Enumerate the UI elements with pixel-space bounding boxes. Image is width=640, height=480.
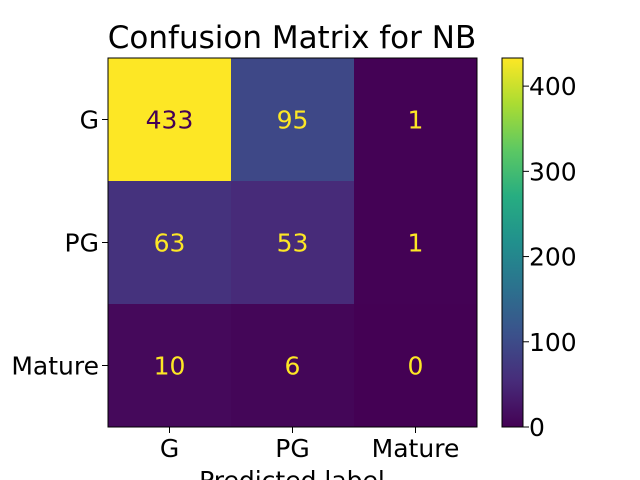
y-tick-label-mature: Mature	[11, 352, 99, 381]
cell-mature-g	[108, 304, 231, 427]
y-tick-labels: G PG Mature	[11, 106, 108, 381]
cell-value-label: 95	[277, 106, 309, 135]
cell-value-label: 10	[154, 352, 186, 381]
x-tick-label-pg: PG	[275, 434, 309, 463]
chart-title: Confusion Matrix for NB	[108, 20, 476, 56]
x-tick-label-g: G	[160, 434, 179, 463]
cell-value-labels: 433 95 1 63 53 1 10 6 0	[146, 106, 424, 381]
cell-g-g	[108, 58, 231, 181]
colorbar-tick-label: 100	[529, 328, 577, 357]
cell-mature-mature	[354, 304, 477, 427]
y-tick-label-pg: PG	[65, 229, 99, 258]
cell-g-pg	[231, 58, 354, 181]
cell-value-label: 0	[408, 352, 424, 381]
colorbar: 0 100 200 300 400	[501, 57, 577, 442]
cell-g-mature	[354, 58, 477, 181]
cell-value-label: 433	[146, 106, 194, 135]
colorbar-gradient	[501, 57, 524, 428]
cell-pg-pg	[231, 181, 354, 304]
cell-value-label: 53	[277, 229, 309, 258]
cell-pg-mature	[354, 181, 477, 304]
colorbar-tick-label: 400	[529, 72, 577, 101]
colorbar-tick-label: 0	[529, 413, 545, 442]
y-tick-label-g: G	[80, 106, 99, 135]
cell-value-label: 63	[154, 229, 186, 258]
cell-value-label: 1	[408, 106, 424, 135]
colorbar-tick-label: 300	[529, 157, 577, 186]
cell-pg-g	[108, 181, 231, 304]
colorbar-tick-label: 200	[529, 243, 577, 272]
x-axis-label: Predicted label	[199, 466, 385, 480]
cell-mature-pg	[231, 304, 354, 427]
cell-value-label: 6	[285, 352, 301, 381]
x-tick-label-mature: Mature	[372, 434, 460, 463]
matrix-cells	[107, 57, 478, 428]
cell-value-label: 1	[408, 229, 424, 258]
x-tick-labels: G PG Mature	[160, 427, 460, 463]
